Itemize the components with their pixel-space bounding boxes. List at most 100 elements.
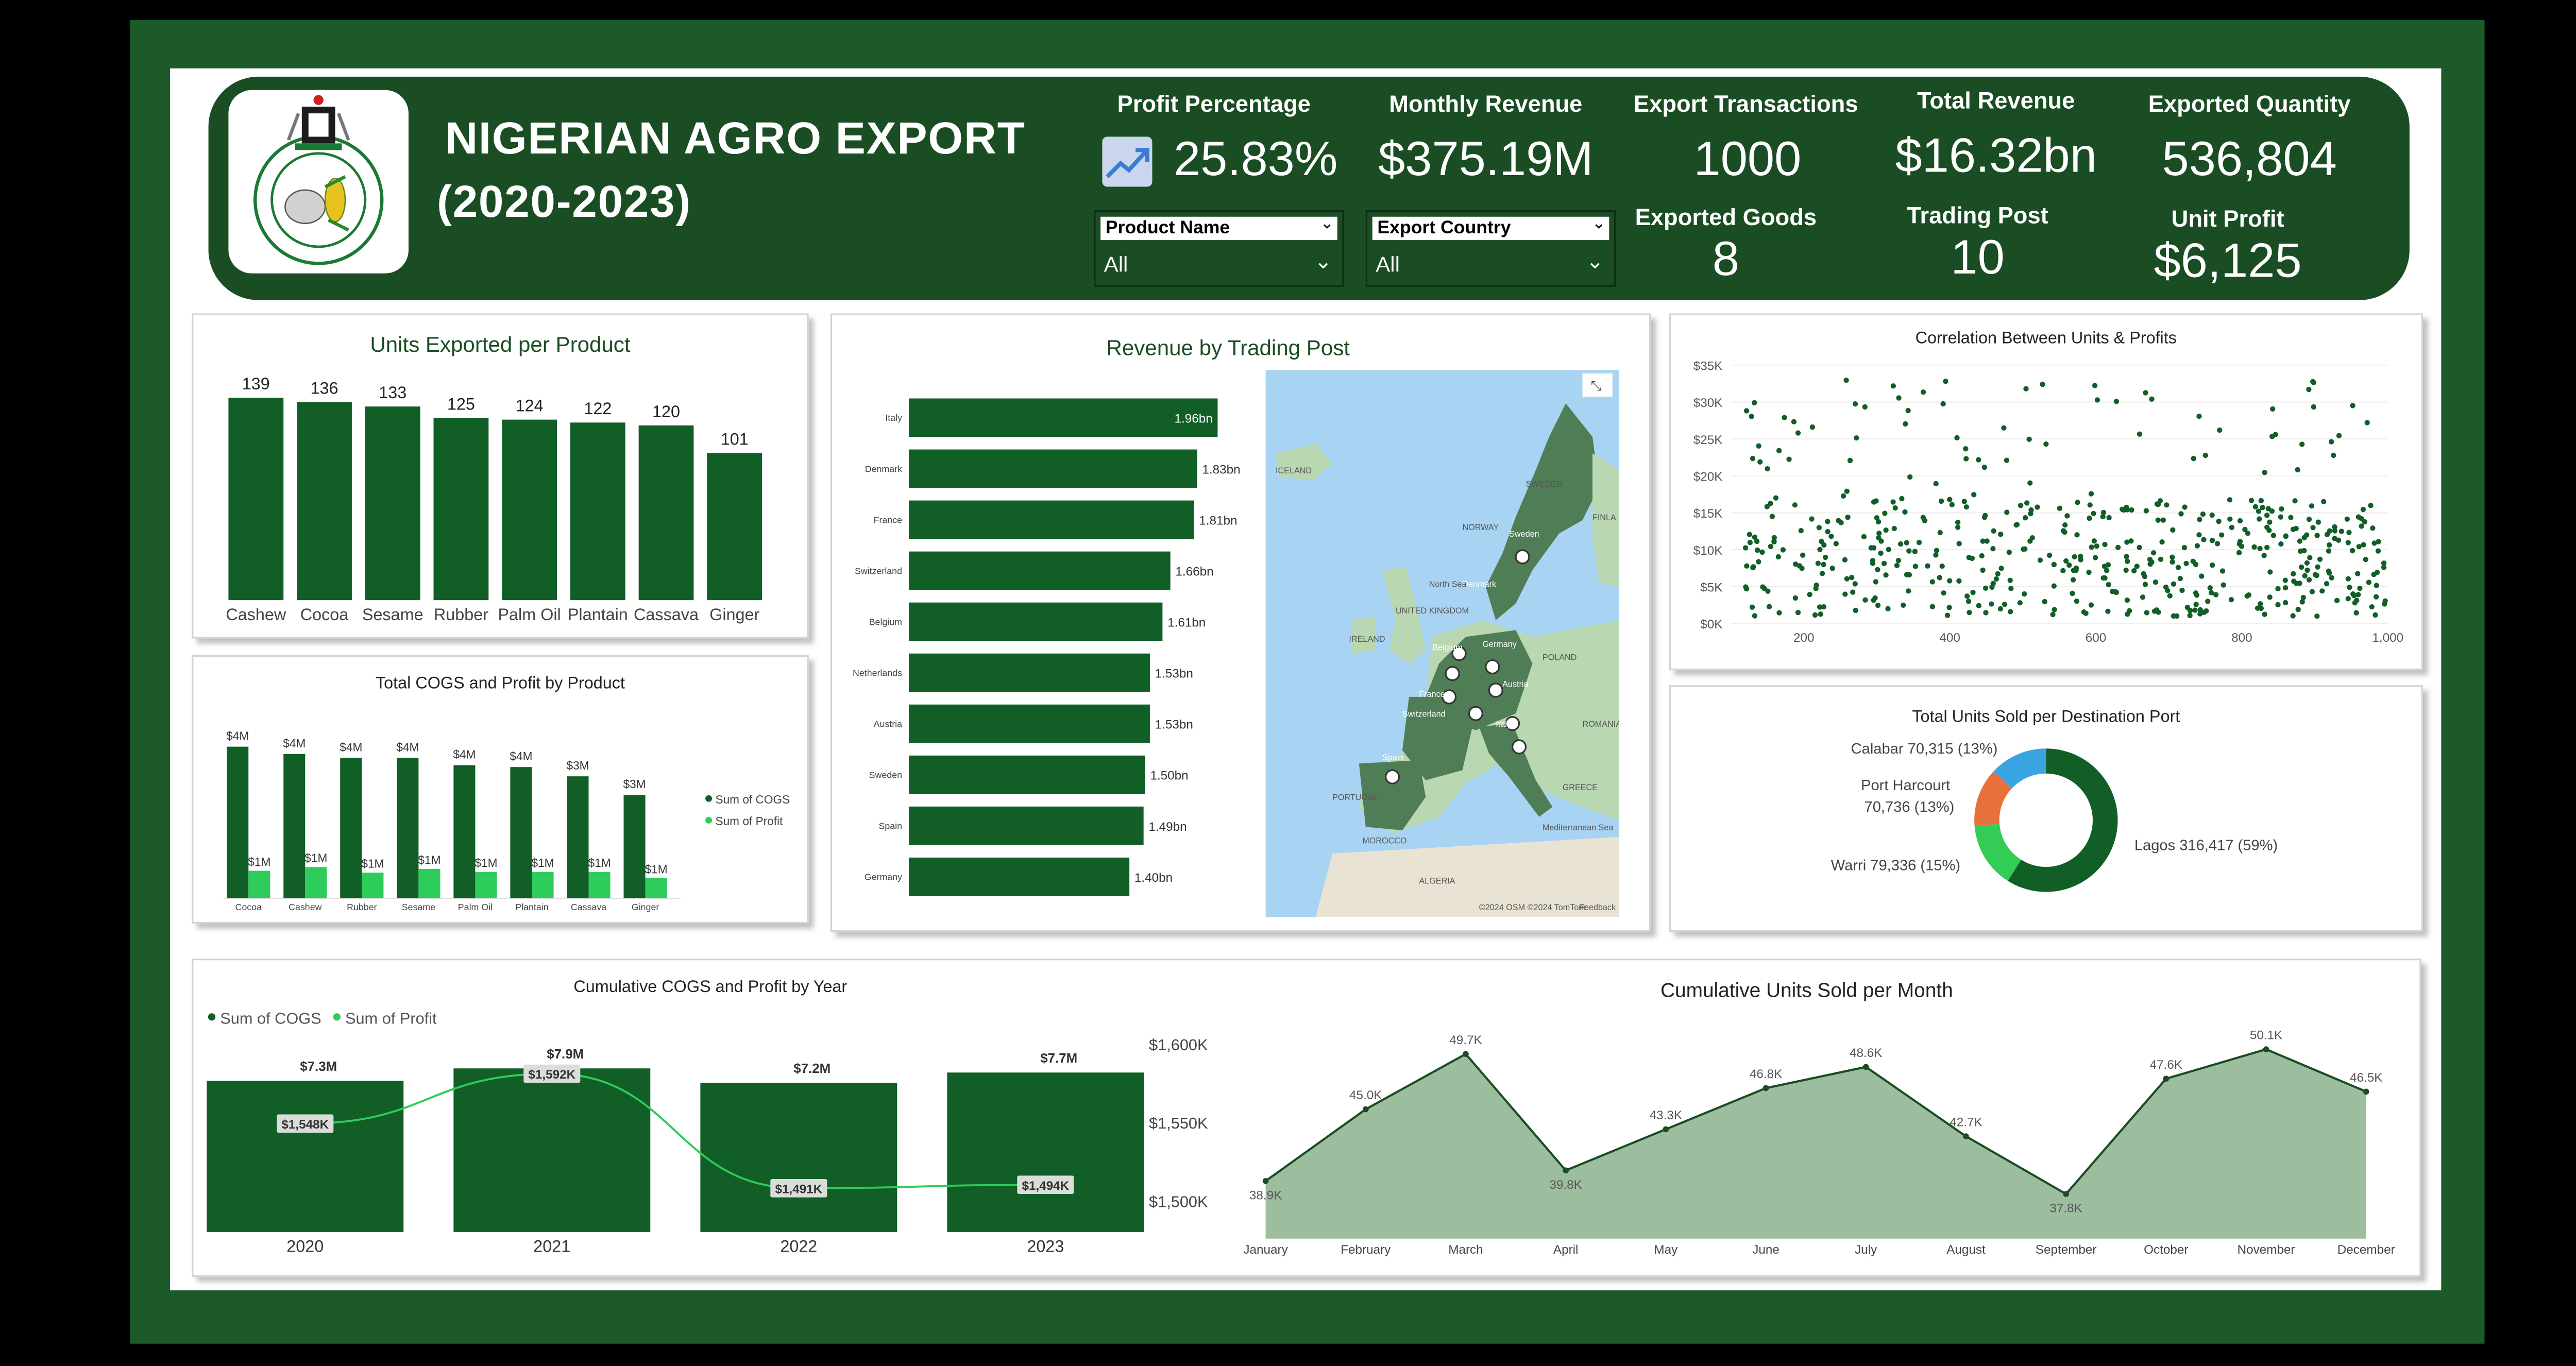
scatter-point	[1883, 572, 1889, 578]
scatter-point	[2361, 542, 2366, 548]
data-label: $1M	[361, 857, 384, 870]
scatter-point	[2120, 506, 2125, 512]
scatter-point	[2257, 516, 2262, 522]
scatter-point	[1963, 456, 1969, 462]
scatter-point	[2278, 514, 2283, 520]
scatter-point	[2300, 594, 2306, 601]
svg-text:⤡: ⤡	[1591, 379, 1602, 393]
scatter-point	[2252, 504, 2259, 510]
scatter-point	[2094, 397, 2100, 403]
scatter-point	[2004, 457, 2010, 463]
y-tick-label: Denmark	[865, 464, 902, 474]
data-point	[1463, 1051, 1469, 1057]
scatter-point	[2275, 586, 2281, 592]
map-label: France	[1419, 690, 1445, 699]
x-tick-label: Plantain	[515, 902, 548, 912]
legend-marker	[705, 816, 713, 824]
scatter-point	[2350, 548, 2355, 554]
scatter-point	[1876, 535, 1882, 541]
scatter-point	[2024, 500, 2030, 506]
export-country-slicer[interactable]: Export Country ⌄ All ⌄	[1365, 210, 1616, 287]
scatter-point	[1807, 591, 1812, 597]
scatter-point	[1899, 496, 1905, 502]
scatter-point	[1754, 547, 1760, 553]
scatter-point	[2037, 557, 2043, 563]
data-label: $7.9M	[547, 1047, 584, 1062]
kpi-trading-post-value: 10	[1951, 231, 2005, 285]
revenue-trading-post-card: Revenue by Trading Post Italy 1.96bn Denma…	[830, 313, 1651, 932]
chart-title: Total COGS and Profit by Product	[375, 675, 625, 694]
data-label: 133	[379, 383, 406, 402]
legend-marker	[333, 1013, 341, 1021]
scatter-point	[1895, 557, 1902, 564]
data-label: 47.6K	[2150, 1058, 2182, 1072]
product-name-slicer[interactable]: Product Name ⌄ All ⌄	[1094, 210, 1344, 287]
map-label: Switzerland	[1402, 710, 1446, 719]
scatter-point	[1941, 590, 1946, 596]
map-label: SWEDEN	[1526, 480, 1562, 489]
bar-cocoa	[297, 402, 352, 601]
scatter-point	[2070, 590, 2075, 596]
chevron-down-icon[interactable]: ⌄	[1586, 248, 1604, 274]
scatter-point	[1751, 564, 1756, 570]
data-label: 45.0K	[1349, 1088, 1382, 1102]
scatter-point	[2299, 599, 2305, 605]
export-country-slicer-value[interactable]: All	[1376, 251, 1400, 277]
data-label: 50.1K	[2250, 1029, 2282, 1043]
scatter-point	[1984, 538, 1990, 544]
scatter-point	[2193, 561, 2199, 568]
bar-switzerland	[908, 551, 1171, 590]
scatter-point	[2314, 573, 2319, 578]
scatter-point	[1776, 610, 1782, 616]
scatter-point	[1760, 584, 1766, 590]
data-point	[1362, 1106, 1369, 1113]
scatter-point	[2328, 439, 2334, 445]
scatter-point	[2124, 554, 2129, 559]
scatter-point	[1842, 557, 1848, 563]
europe-map[interactable]: ICELAND SWEDEN NORWAY FINLA Denmark Nort…	[1265, 370, 1619, 917]
scatter-point	[1744, 563, 1750, 569]
scatter-point	[2227, 497, 2233, 503]
data-label: Lagos 316,417 (59%)	[2134, 838, 2278, 854]
scatter-point	[2159, 539, 2165, 545]
scatter-point	[2345, 540, 2351, 545]
scatter-point	[1749, 604, 1755, 610]
scatter-point	[2073, 568, 2079, 573]
x-tick-label: Ginger	[709, 605, 759, 624]
data-label: Port Harcourt	[1861, 777, 1950, 794]
scatter-point	[2262, 470, 2267, 475]
data-label: 42.7K	[1950, 1116, 1982, 1130]
scatter-point	[1937, 530, 1943, 536]
profit-bar	[588, 872, 611, 899]
scatter-point	[1875, 603, 1881, 608]
map-expand-icon[interactable]	[1582, 373, 1613, 397]
product-name-slicer-value[interactable]: All	[1104, 251, 1128, 277]
scatter-point	[2200, 511, 2206, 517]
scatter-point	[2355, 592, 2361, 597]
chevron-down-icon[interactable]: ⌄	[1314, 248, 1333, 274]
scatter-point	[2229, 524, 2235, 531]
bar-denmark	[908, 449, 1197, 488]
scatter-point	[2371, 572, 2377, 577]
scatter-point	[2153, 579, 2159, 585]
scatter-point	[2338, 528, 2345, 534]
data-label: 1.40bn	[1134, 871, 1173, 885]
data-label: $1,494K	[1022, 1179, 1069, 1193]
x-tick-label: 200	[1793, 631, 1814, 645]
x-tick-label: Sesame	[362, 605, 423, 624]
scatter-point	[1933, 481, 1939, 487]
scatter-point	[1976, 603, 1982, 609]
bar-france	[908, 500, 1194, 539]
scatter-point	[1894, 562, 1900, 569]
scatter-point	[2191, 455, 2196, 462]
scatter-point	[2087, 502, 2093, 508]
map-land-africa	[1315, 836, 1619, 917]
y-tick-label: Sweden	[869, 770, 902, 780]
legend-label: Sum of COGS	[220, 1009, 321, 1027]
scatter-point	[2017, 600, 2023, 606]
data-label: 1.83bn	[1202, 463, 1240, 477]
data-label: $1M	[531, 856, 554, 869]
scatter-point	[1861, 534, 1867, 540]
scatter-point	[2311, 404, 2316, 410]
scatter-point	[2092, 383, 2098, 388]
